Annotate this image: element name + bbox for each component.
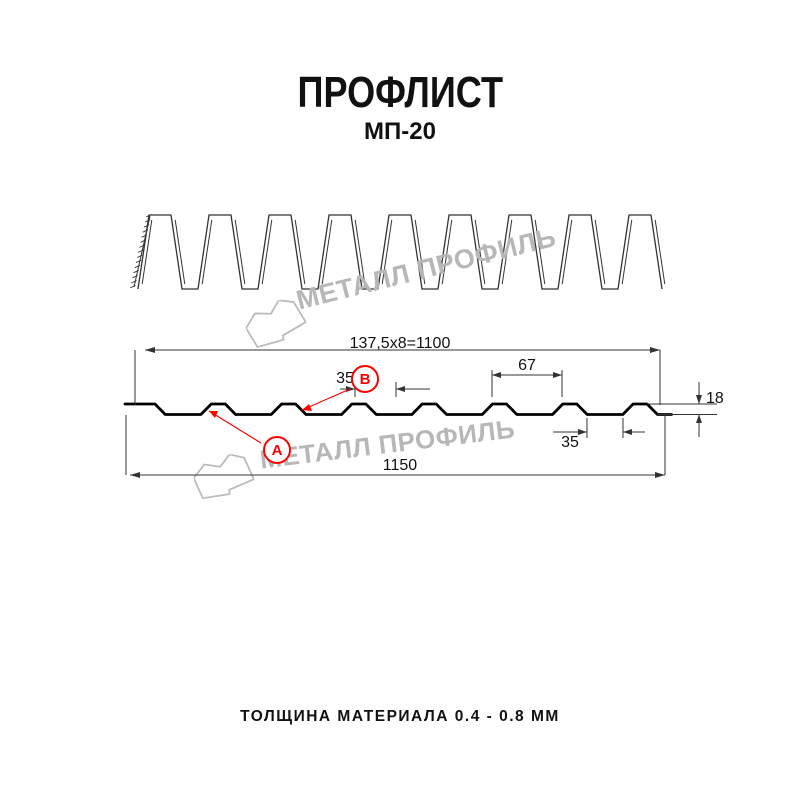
svg-text:1150: 1150 (383, 457, 418, 474)
svg-text:137,5x8=1100: 137,5x8=1100 (350, 335, 451, 352)
svg-text:B: B (360, 371, 371, 388)
svg-text:18: 18 (706, 390, 724, 407)
svg-text:67: 67 (518, 357, 536, 374)
svg-text:35: 35 (561, 434, 579, 451)
svg-text:A: A (272, 442, 283, 459)
